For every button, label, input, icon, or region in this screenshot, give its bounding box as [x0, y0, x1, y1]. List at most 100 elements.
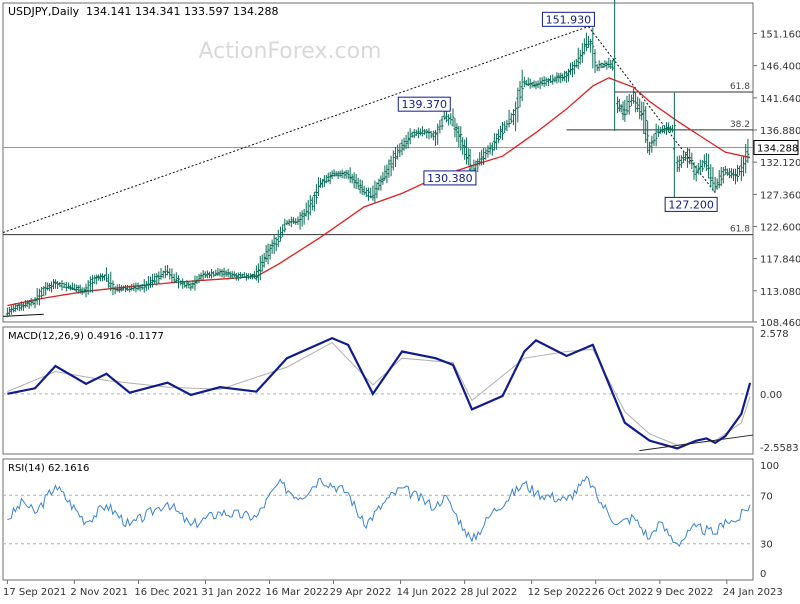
price-bar	[310, 196, 314, 211]
macd-y-tick-label: -2.5583	[760, 443, 799, 454]
price-bar	[93, 275, 97, 284]
price-bar	[197, 273, 201, 284]
swing-annotation-label: 139.370	[402, 98, 448, 111]
price-bar	[326, 172, 330, 183]
price-bar	[501, 122, 505, 140]
price-bar	[95, 274, 99, 285]
price-bar	[82, 287, 86, 294]
price-bar	[567, 68, 571, 82]
swing-annotation-box	[664, 196, 718, 212]
x-tick-label: 16 Mar 2022	[266, 587, 329, 598]
price-bar	[107, 273, 111, 288]
price-bar	[228, 271, 232, 279]
rsi-y-tick-label: 100	[760, 461, 779, 472]
price-bar	[377, 178, 381, 191]
price-bar	[264, 245, 268, 262]
price-bar	[425, 128, 429, 139]
price-bar	[444, 111, 448, 123]
swing-annotation: 139.370	[397, 96, 451, 112]
price-bar	[538, 77, 542, 90]
x-tick-label: 26 Oct 2022	[592, 587, 654, 598]
price-bar	[593, 49, 597, 74]
price-layer: 108.460 113.080 117.840 122.600 127.360 132.1…	[2, 0, 800, 329]
price-bar	[159, 267, 163, 280]
price-bar	[396, 144, 400, 160]
price-bar	[126, 284, 130, 291]
price-bar	[549, 75, 553, 84]
price-bar	[601, 62, 605, 69]
current-price-tag-label: 134.288	[757, 144, 798, 155]
price-bar	[700, 159, 704, 173]
price-bar	[358, 179, 362, 194]
price-bar	[302, 208, 306, 225]
price-bar	[308, 195, 312, 216]
price-bar	[37, 288, 41, 306]
price-bar	[292, 217, 296, 225]
price-bar	[429, 131, 433, 139]
price-bar	[688, 148, 692, 165]
swing-annotation-label: 151.930	[546, 13, 592, 26]
price-y-tick-label: 122.600	[760, 222, 800, 233]
x-tick-label: 12 Sep 2022	[528, 587, 591, 598]
price-bar	[163, 265, 167, 279]
price-bar	[623, 99, 627, 122]
price-bar	[134, 282, 138, 293]
price-bar	[629, 94, 633, 107]
price-bar	[702, 154, 706, 168]
swing-annotation-label: 127.200	[668, 198, 714, 211]
price-bar	[13, 303, 17, 312]
price-bar	[262, 253, 266, 268]
price-bar	[402, 137, 406, 151]
price-bar	[298, 212, 302, 230]
price-bar	[356, 177, 360, 190]
price-bar	[278, 226, 282, 242]
price-bar	[56, 281, 60, 290]
rsi-panel-frame	[2, 458, 754, 581]
price-y-tick-label: 141.640	[760, 94, 800, 105]
price-bar	[23, 299, 27, 308]
macd-divergence-line	[639, 434, 754, 452]
price-bar	[272, 234, 276, 254]
price-bar	[404, 135, 408, 150]
price-bar	[613, 0, 617, 131]
price-bar	[375, 182, 379, 199]
price-bar	[360, 180, 364, 196]
price-bar	[216, 268, 220, 277]
price-bar	[389, 155, 393, 177]
price-bar	[381, 171, 385, 185]
price-bar	[514, 101, 518, 132]
price-bar	[179, 280, 183, 286]
price-bar	[336, 170, 340, 179]
price-bar	[719, 166, 723, 187]
price-bar	[254, 265, 258, 281]
macd-y-tick-label: 0.00	[760, 390, 782, 401]
price-bar	[650, 135, 654, 153]
price-bar	[480, 149, 484, 166]
price-bar	[482, 147, 486, 165]
price-bar	[393, 147, 397, 168]
price-bar	[431, 130, 435, 141]
price-bar	[70, 282, 74, 291]
price-bar	[88, 276, 92, 293]
price-bar	[398, 143, 402, 158]
price-bar	[132, 283, 136, 292]
price-bar	[222, 267, 226, 278]
price-bar	[33, 297, 37, 309]
price-bar	[464, 137, 468, 165]
price-bar	[324, 174, 328, 184]
price-bar	[557, 72, 561, 83]
price-bar	[111, 280, 115, 296]
price-bar	[346, 170, 350, 180]
price-bar	[142, 279, 146, 293]
price-bar	[172, 273, 176, 284]
price-bar	[76, 285, 80, 294]
price-bar	[40, 286, 44, 299]
x-tick-label: 14 Jun 2022	[397, 587, 457, 598]
chart-ohlc-label: 134.141 134.341 133.597 134.288	[86, 5, 278, 18]
price-bar	[644, 106, 648, 144]
price-bar	[711, 167, 715, 192]
price-bar	[99, 273, 103, 282]
price-bar	[704, 152, 708, 172]
price-bar	[488, 142, 492, 155]
